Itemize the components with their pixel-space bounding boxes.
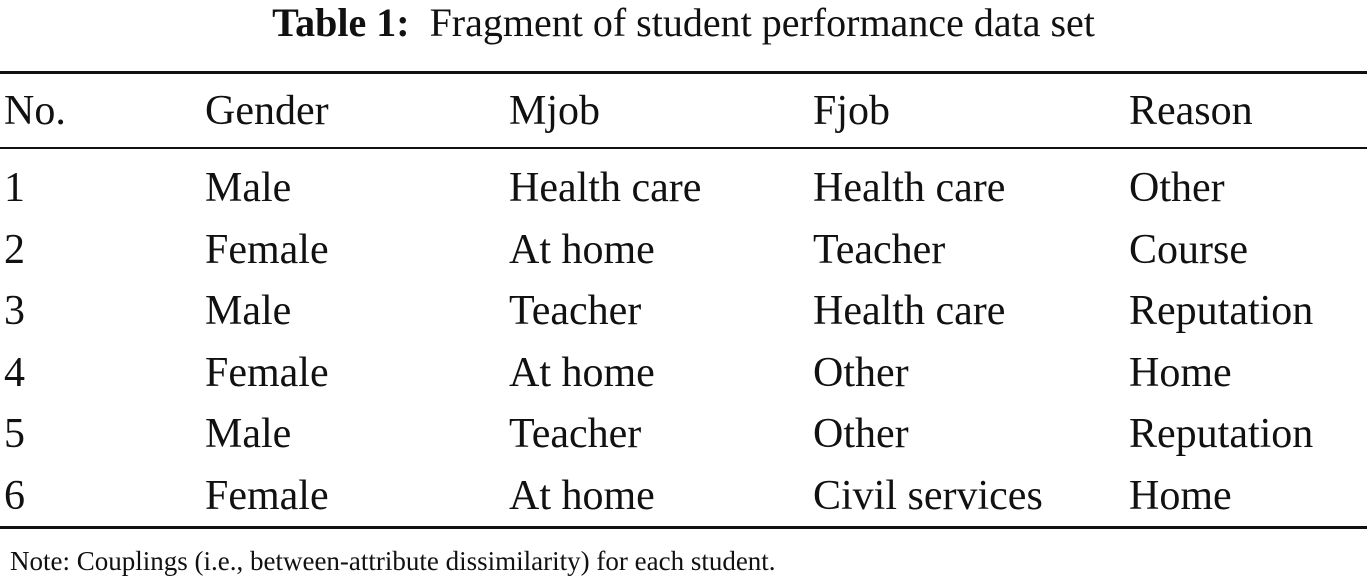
table-row: 5 Male Teacher Other Reputation bbox=[0, 403, 1367, 465]
header-cell: No. bbox=[4, 88, 66, 134]
caption-text: Fragment of student performance data set bbox=[429, 0, 1095, 45]
table-cell: 4 bbox=[4, 349, 25, 396]
table-cell: Home bbox=[1129, 349, 1232, 396]
table-cell: Civil services bbox=[813, 472, 1043, 519]
table-cell: Health care bbox=[509, 165, 702, 211]
table-header-row: No. Gender Mjob Fjob Reason bbox=[0, 80, 1367, 142]
table-row: 2 Female At home Teacher Course bbox=[0, 219, 1367, 281]
table-note: Note: Couplings (i.e., between-attribute… bbox=[10, 546, 776, 576]
table-cell: Teacher bbox=[509, 411, 642, 457]
top-rule bbox=[0, 71, 1367, 74]
table-cell: Female bbox=[205, 472, 329, 519]
table-cell: 1 bbox=[4, 165, 25, 211]
table-cell: 3 bbox=[4, 288, 25, 334]
table-cell: Teacher bbox=[813, 226, 946, 273]
table-cell: Female bbox=[205, 349, 329, 396]
table-cell: 2 bbox=[4, 226, 25, 273]
table-cell: Other bbox=[813, 411, 909, 457]
table-row: 6 Female At home Civil services Home bbox=[0, 465, 1367, 527]
table-cell: Teacher bbox=[509, 288, 642, 334]
table-cell: Reputation bbox=[1129, 288, 1314, 334]
table-cell: 5 bbox=[4, 411, 25, 457]
header-cell: Reason bbox=[1129, 88, 1253, 134]
table-cell: Male bbox=[205, 411, 292, 457]
table-cell: Male bbox=[205, 165, 292, 211]
table-cell: Female bbox=[205, 226, 329, 273]
table-cell: At home bbox=[509, 472, 655, 519]
table-cell: Home bbox=[1129, 472, 1232, 519]
table-cell: Reputation bbox=[1129, 411, 1314, 457]
header-rule bbox=[0, 147, 1367, 149]
bottom-rule bbox=[0, 526, 1367, 529]
header-cell: Fjob bbox=[813, 88, 891, 134]
table-cell: At home bbox=[509, 226, 655, 273]
caption-label: Table 1: bbox=[272, 0, 410, 45]
header-cell: Gender bbox=[205, 88, 329, 134]
table-cell: Other bbox=[1129, 165, 1225, 211]
table-cell: Health care bbox=[813, 165, 1006, 211]
table-row: 3 Male Teacher Health care Reputation bbox=[0, 280, 1367, 342]
table-row: 4 Female At home Other Home bbox=[0, 342, 1367, 404]
table-cell: Course bbox=[1129, 226, 1248, 273]
table-cell: Health care bbox=[813, 288, 1006, 334]
table-cell: Other bbox=[813, 349, 909, 396]
table-row: 1 Male Health care Health care Other bbox=[0, 157, 1367, 219]
table-cell: At home bbox=[509, 349, 655, 396]
table-cell: 6 bbox=[4, 472, 25, 519]
header-cell: Mjob bbox=[509, 88, 601, 134]
table-cell: Male bbox=[205, 288, 292, 334]
table-caption: Table 1: Fragment of student performance… bbox=[0, 0, 1367, 46]
